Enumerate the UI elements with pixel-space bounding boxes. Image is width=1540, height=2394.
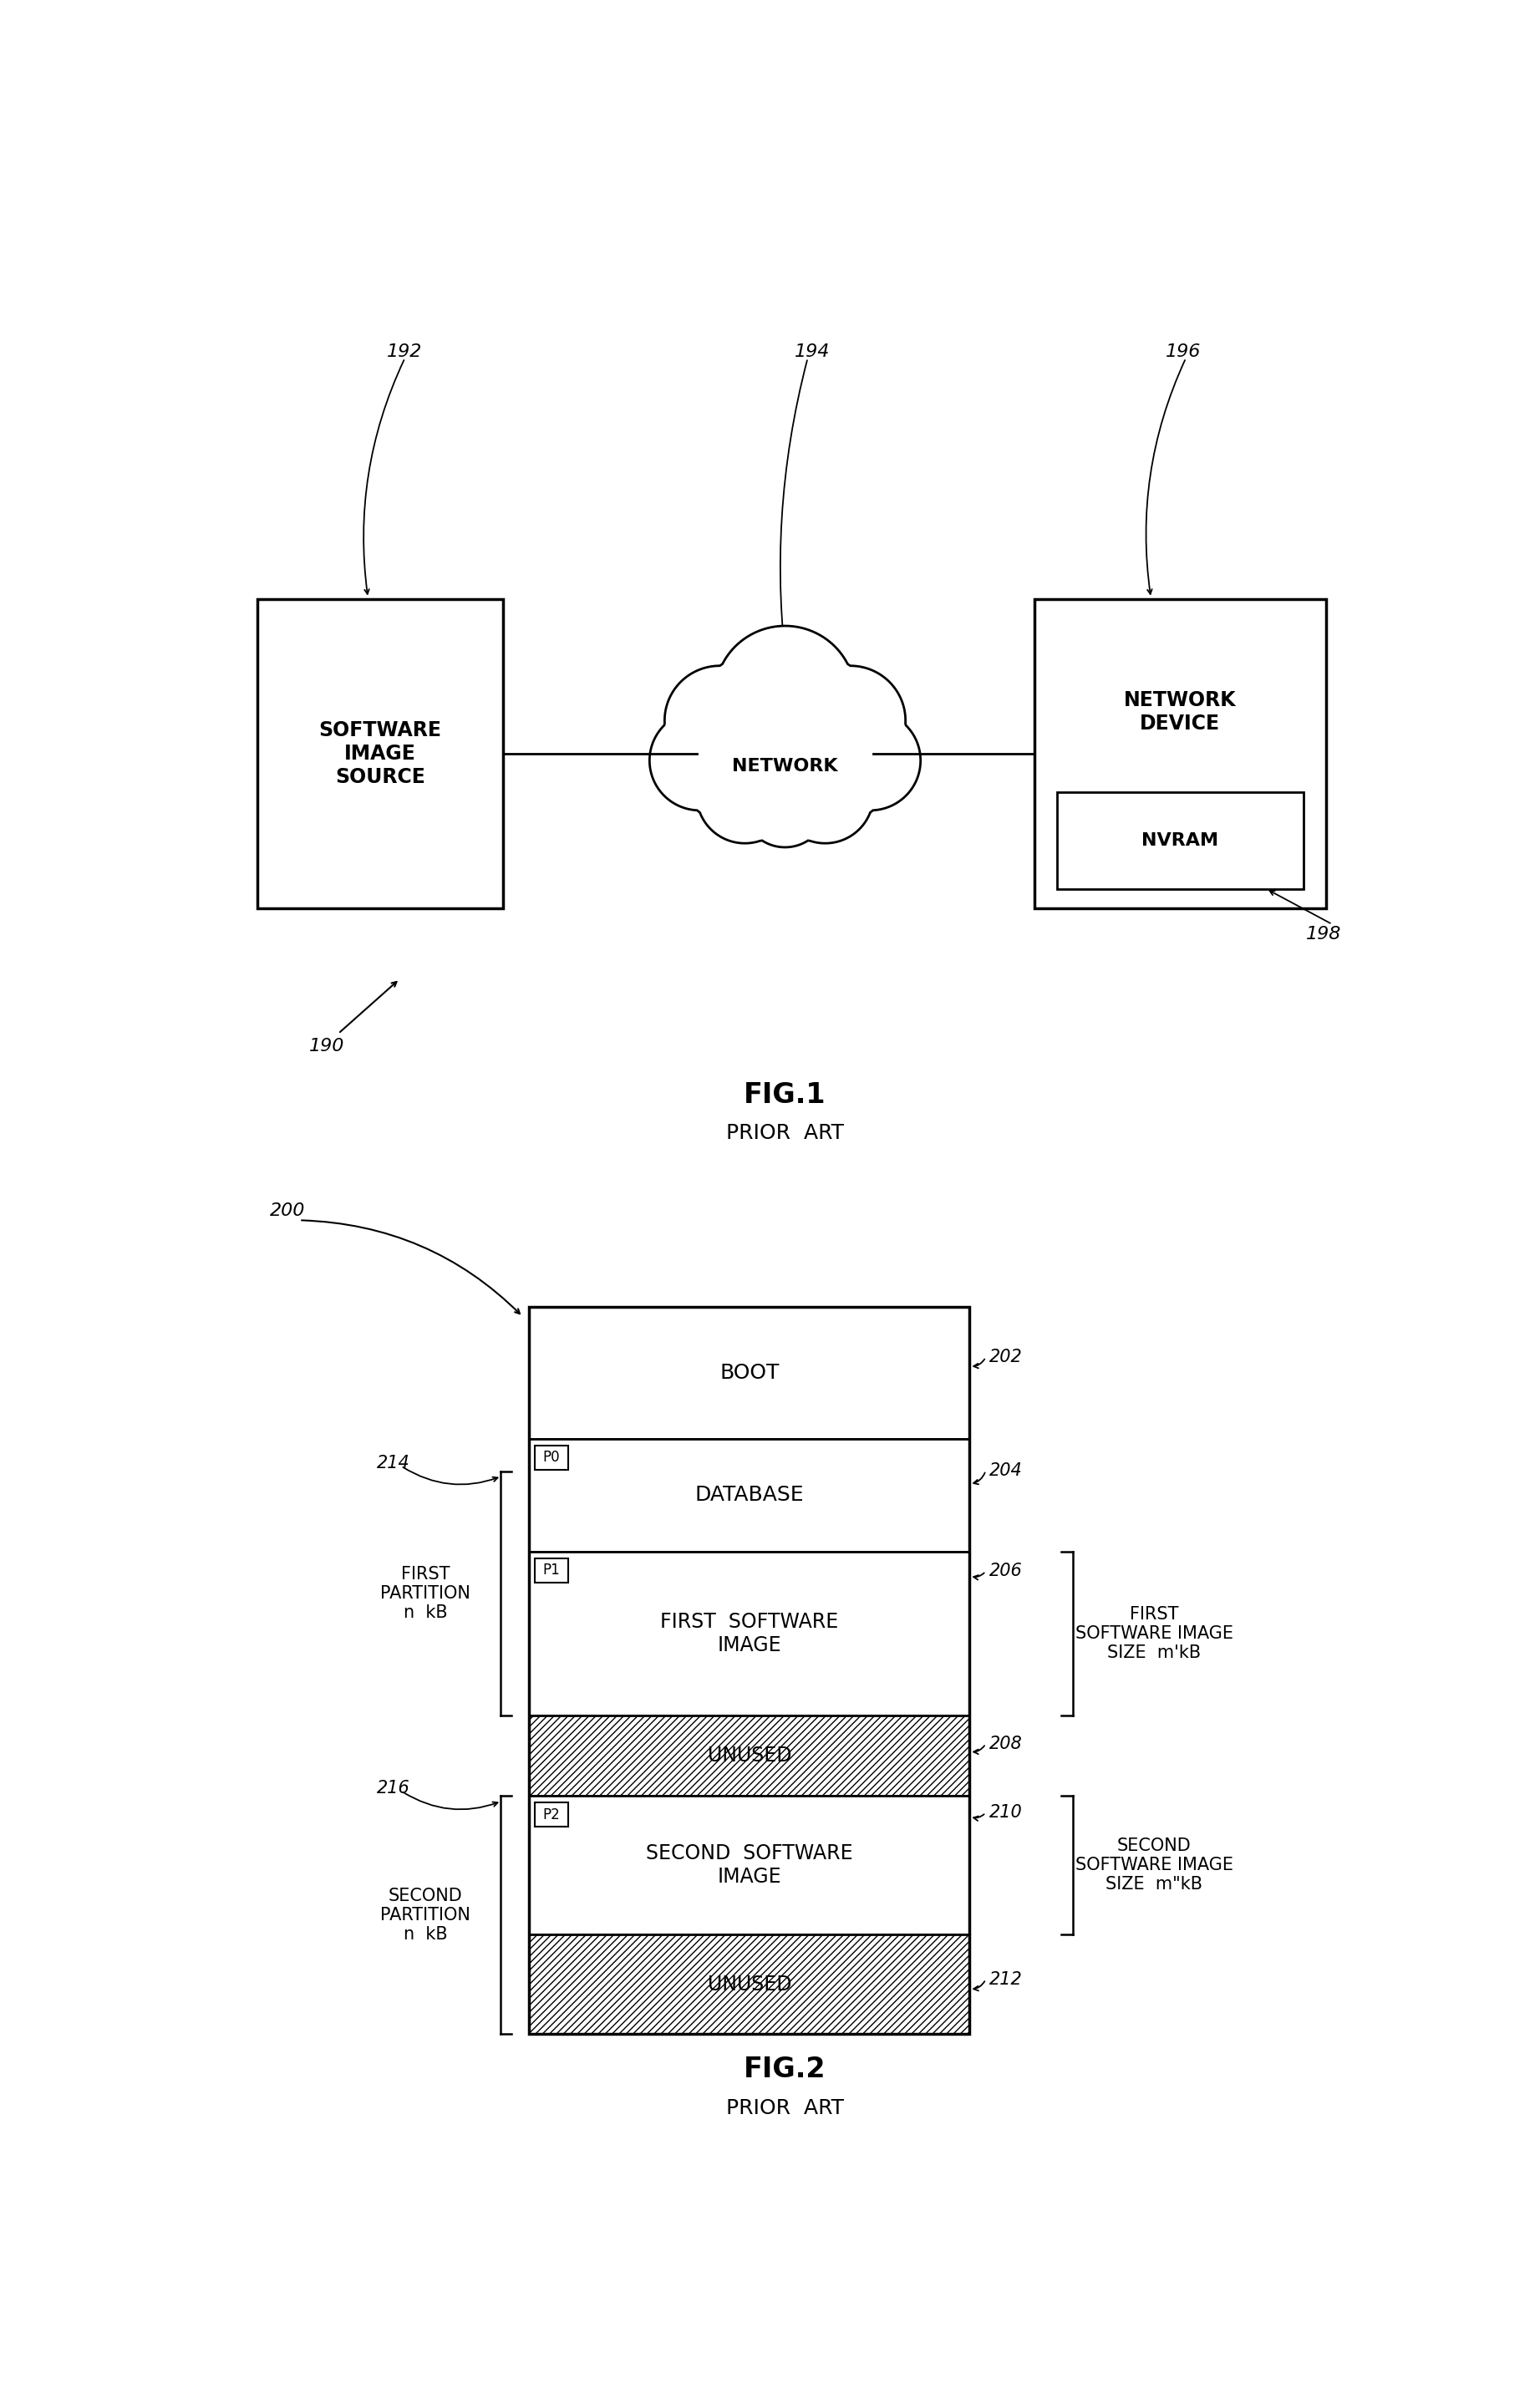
Text: 198: 198 [1306, 926, 1341, 943]
Bar [530, 1716, 970, 1796]
Text: P1: P1 [542, 1563, 561, 1578]
Text: 196: 196 [1166, 342, 1201, 359]
Text: FIRST
PARTITION
n  kB: FIRST PARTITION n kB [380, 1566, 471, 1621]
Bar [1056, 792, 1303, 888]
Text: 216: 216 [377, 1781, 410, 1798]
Text: FIRST
SOFTWARE IMAGE
SIZE  m'kB: FIRST SOFTWARE IMAGE SIZE m'kB [1075, 1606, 1234, 1661]
Text: FIG.2: FIG.2 [744, 2056, 825, 2083]
Text: 192: 192 [387, 342, 422, 359]
Text: SECOND
SOFTWARE IMAGE
SIZE  m"kB: SECOND SOFTWARE IMAGE SIZE m"kB [1075, 1839, 1234, 1894]
Polygon shape [650, 625, 921, 847]
Text: NETWORK: NETWORK [732, 759, 838, 776]
Bar [534, 1558, 568, 1582]
Text: FIG.1: FIG.1 [744, 1082, 825, 1108]
Text: 204: 204 [989, 1463, 1023, 1479]
Text: UNUSED: UNUSED [707, 1745, 792, 1767]
Bar [530, 1934, 970, 2035]
Text: 200: 200 [270, 1202, 305, 1219]
Text: BOOT: BOOT [719, 1362, 779, 1384]
Text: NVRAM: NVRAM [1141, 833, 1218, 850]
Text: P2: P2 [542, 1807, 561, 1822]
Bar [257, 598, 504, 907]
Bar [530, 1796, 970, 1934]
Text: SECOND  SOFTWARE
IMAGE: SECOND SOFTWARE IMAGE [645, 1843, 853, 1886]
Text: 208: 208 [989, 1736, 1023, 1752]
Text: UNUSED: UNUSED [707, 1975, 792, 1994]
Text: 190: 190 [310, 1039, 345, 1056]
Text: 202: 202 [989, 1348, 1023, 1365]
Text: DATABASE: DATABASE [695, 1484, 804, 1506]
Bar [530, 1307, 970, 2035]
Text: P0: P0 [542, 1451, 561, 1465]
Bar [530, 1307, 970, 1439]
Text: 210: 210 [989, 1805, 1023, 1822]
Text: NETWORK
DEVICE: NETWORK DEVICE [1124, 689, 1237, 733]
Bar [534, 1446, 568, 1470]
Text: 212: 212 [989, 1970, 1023, 1987]
Text: PRIOR  ART: PRIOR ART [727, 2097, 844, 2119]
Text: 194: 194 [795, 342, 830, 359]
Text: PRIOR  ART: PRIOR ART [727, 1123, 844, 1144]
Bar [534, 1803, 568, 1827]
Text: SECOND
PARTITION
n  kB: SECOND PARTITION n kB [380, 1886, 471, 1944]
Bar [1035, 598, 1326, 907]
Text: 206: 206 [989, 1563, 1023, 1580]
Bar [530, 1439, 970, 1551]
Text: FIRST  SOFTWARE
IMAGE: FIRST SOFTWARE IMAGE [661, 1611, 838, 1654]
Bar [530, 1551, 970, 1716]
Text: 214: 214 [377, 1456, 410, 1472]
Text: SOFTWARE
IMAGE
SOURCE: SOFTWARE IMAGE SOURCE [319, 721, 442, 788]
